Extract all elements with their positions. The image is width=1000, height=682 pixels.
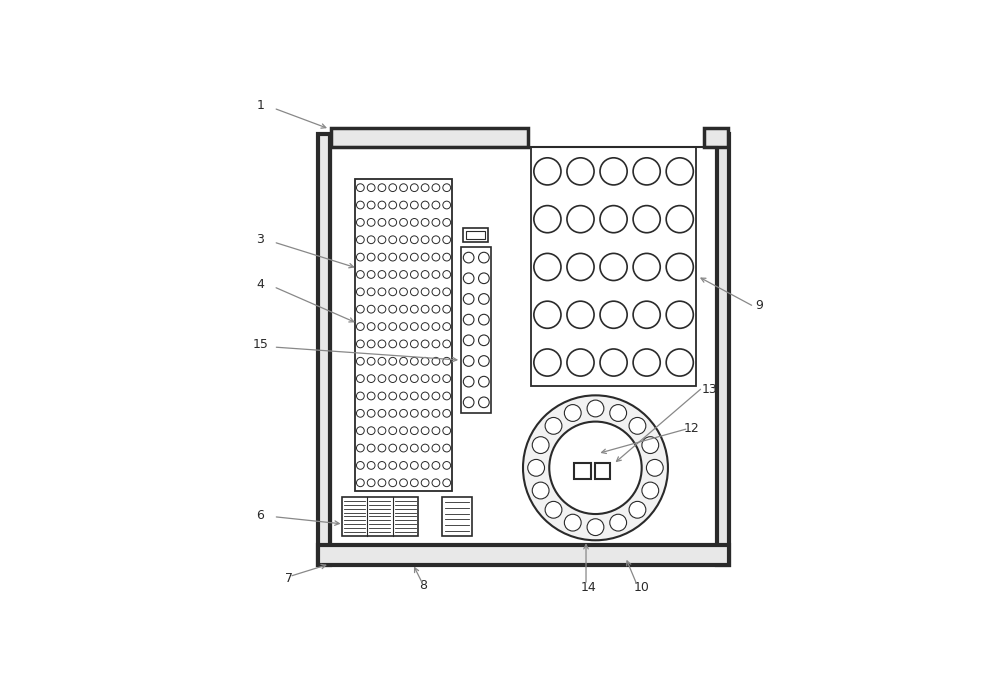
Circle shape <box>646 460 663 476</box>
Circle shape <box>610 514 627 531</box>
Text: 9: 9 <box>755 299 763 312</box>
Text: 15: 15 <box>252 338 268 351</box>
Bar <box>574 463 591 479</box>
Text: 12: 12 <box>683 422 699 435</box>
Circle shape <box>610 404 627 421</box>
Circle shape <box>549 421 642 514</box>
Circle shape <box>545 501 562 518</box>
Text: 6: 6 <box>256 509 264 522</box>
Text: 3: 3 <box>256 233 264 246</box>
Bar <box>463 228 488 242</box>
Circle shape <box>532 436 549 454</box>
Text: 4: 4 <box>256 278 264 291</box>
Circle shape <box>528 460 545 476</box>
Text: 1: 1 <box>256 99 264 112</box>
Bar <box>342 496 418 536</box>
Circle shape <box>564 404 581 421</box>
Bar <box>717 134 729 565</box>
Bar <box>466 231 485 239</box>
Bar <box>461 248 491 413</box>
Text: 8: 8 <box>419 580 427 593</box>
Circle shape <box>587 400 604 417</box>
Circle shape <box>523 396 668 540</box>
Bar <box>355 179 452 492</box>
Bar <box>704 128 728 147</box>
Circle shape <box>642 482 659 499</box>
Circle shape <box>587 519 604 535</box>
Circle shape <box>642 436 659 454</box>
Bar <box>318 545 729 565</box>
Text: 13: 13 <box>702 383 717 396</box>
Bar <box>595 463 610 479</box>
Circle shape <box>532 482 549 499</box>
Bar <box>442 496 472 536</box>
Circle shape <box>564 514 581 531</box>
Circle shape <box>629 501 646 518</box>
Bar <box>331 147 717 545</box>
Bar <box>331 128 528 147</box>
Text: 7: 7 <box>285 572 293 584</box>
Text: 14: 14 <box>581 580 597 593</box>
Circle shape <box>545 417 562 434</box>
Text: 10: 10 <box>633 580 649 593</box>
Bar <box>531 147 696 387</box>
Circle shape <box>629 417 646 434</box>
Bar <box>318 134 330 565</box>
